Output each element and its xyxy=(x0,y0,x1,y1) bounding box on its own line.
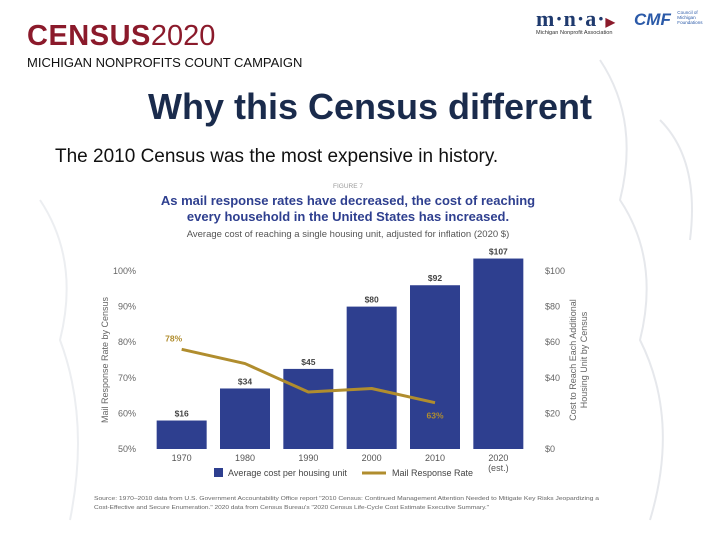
bar xyxy=(346,306,397,449)
legend-label: Mail Response Rate xyxy=(392,468,473,478)
bar-data-label: $16 xyxy=(175,409,189,419)
bar-data-label: $45 xyxy=(301,357,315,367)
right-tick-label: $20 xyxy=(545,408,560,418)
x-tick-label: 1970 xyxy=(172,453,192,463)
right-axis-label: Cost to Reach Each Additional xyxy=(568,299,578,421)
legend-swatch-bar xyxy=(214,468,223,477)
bar xyxy=(283,368,334,449)
x-tick-note: (est.) xyxy=(488,463,509,473)
bar xyxy=(473,258,524,449)
slide-subtitle: The 2010 Census was the most expensive i… xyxy=(55,146,499,167)
right-axis-label: Housing Unit by Census xyxy=(579,311,589,408)
brand-year: 2020 xyxy=(150,20,216,52)
cmf-logo-text: CMF xyxy=(634,10,671,29)
bar-data-label: $107 xyxy=(489,247,508,257)
line-series-mail-response xyxy=(181,347,436,405)
chart-subtitle: Average cost of reaching a single housin… xyxy=(187,229,510,240)
bar xyxy=(220,388,270,449)
x-tick-label: 1980 xyxy=(235,453,255,463)
right-tick-label: $60 xyxy=(545,337,560,347)
figure-label: FIGURE 7 xyxy=(333,183,363,190)
chart-svg: FIGURE 7 As mail response rates have decr… xyxy=(94,183,599,511)
arrow-icon: ▶ xyxy=(605,15,616,29)
cmf-side-line: Council of xyxy=(677,10,698,15)
slide-title: Why this Census different xyxy=(147,86,593,127)
bar-data-label: $92 xyxy=(428,273,442,283)
chart-title: As mail response rates have decreased, t… xyxy=(161,193,535,208)
chart-title: every household in the United States has… xyxy=(187,209,509,224)
mna-logo: m·n·a·▶ Michigan Nonprofit Association xyxy=(536,6,624,38)
left-tick-label: 70% xyxy=(118,373,136,383)
left-axis-label: Mail Response Rate by Census xyxy=(100,296,110,423)
source-note: Source: 1970–2010 data from U.S. Governm… xyxy=(94,496,599,502)
left-tick-label: 100% xyxy=(113,266,136,276)
source-note: Cost-Effective and Secure Enumeration." … xyxy=(94,505,489,511)
brand-census: CENSUS xyxy=(27,20,151,52)
x-tick-label: 2010 xyxy=(425,453,445,463)
x-tick-label: 1990 xyxy=(298,453,318,463)
bar-data-label: $34 xyxy=(238,376,252,386)
line-data-label: 63% xyxy=(426,411,443,421)
right-tick-label: $100 xyxy=(545,266,565,276)
cmf-side-line: Foundations xyxy=(677,20,703,25)
cmf-logo: CMF Council of Michigan Foundations xyxy=(634,10,714,38)
legend-label: Average cost per housing unit xyxy=(228,468,347,478)
line-data-label: 78% xyxy=(165,333,182,343)
right-tick-label: $0 xyxy=(545,444,555,454)
bar xyxy=(156,420,207,449)
bar-data-label: $80 xyxy=(365,295,379,305)
right-tick-label: $80 xyxy=(545,302,560,312)
campaign-name: MICHIGAN NONPROFITS COUNT CAMPAIGN xyxy=(27,55,303,70)
chart-figure: FIGURE 7 As mail response rates have decr… xyxy=(90,178,605,522)
bar xyxy=(410,285,460,449)
left-tick-label: 50% xyxy=(118,444,136,454)
left-tick-label: 60% xyxy=(118,408,136,418)
mna-logo-text: m·n·a· xyxy=(536,6,606,31)
census-brand: CENSUS2020 xyxy=(27,22,215,51)
x-tick-label: 2000 xyxy=(362,453,382,463)
left-tick-label: 80% xyxy=(118,337,136,347)
cmf-side-line: Michigan xyxy=(677,15,696,20)
x-tick-label: 2020 xyxy=(488,453,508,463)
left-tick-label: 90% xyxy=(118,302,136,312)
mna-tagline: Michigan Nonprofit Association xyxy=(536,30,613,36)
right-tick-label: $40 xyxy=(545,373,560,383)
